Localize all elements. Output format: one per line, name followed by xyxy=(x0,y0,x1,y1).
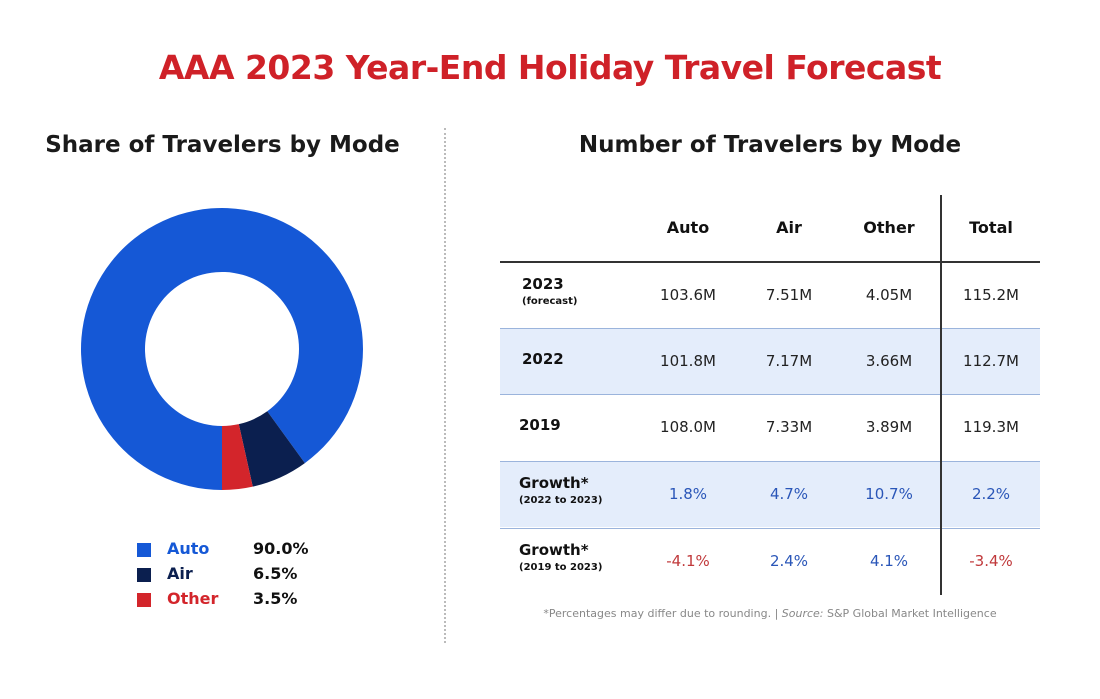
table-cell: 2.4% xyxy=(769,552,809,570)
row-sublabel: (forecast) xyxy=(522,296,578,307)
legend-label: Auto xyxy=(167,539,210,558)
table-cell: 103.6M xyxy=(660,286,716,304)
table-cell: 4.1% xyxy=(869,552,909,570)
row-label-text: 2023 xyxy=(522,275,564,293)
row-sublabel: (2019 to 2023) xyxy=(519,562,603,573)
table-cell: -3.4% xyxy=(969,552,1013,570)
legend-swatch xyxy=(137,568,151,582)
column-header-total: Total xyxy=(969,218,1013,237)
footnote-source: S&P Global Market Intelligence xyxy=(823,607,997,620)
table-cell: 2.2% xyxy=(971,485,1011,503)
row-label-text: Growth* xyxy=(519,541,589,559)
row-highlight xyxy=(500,461,1040,527)
row-label-text: 2019 xyxy=(519,416,561,434)
table-cell: -4.1% xyxy=(666,552,710,570)
total-column-rule xyxy=(940,195,942,595)
footnote: *Percentages may differ due to rounding.… xyxy=(500,607,1040,620)
table-cell: 108.0M xyxy=(660,418,716,436)
row-label: 2022 xyxy=(522,350,564,368)
table-cell: 115.2M xyxy=(963,286,1019,304)
column-header-auto: Auto xyxy=(666,218,710,237)
table-cell: 4.05M xyxy=(865,286,913,304)
table-title: Number of Travelers by Mode xyxy=(578,132,962,158)
table-cell: 3.89M xyxy=(865,418,913,436)
table-cell: 7.17M xyxy=(765,352,813,370)
row-label: 2023 (forecast) xyxy=(522,275,577,307)
footnote-text: *Percentages may differ due to rounding.… xyxy=(543,607,782,620)
table-cell: 7.33M xyxy=(765,418,813,436)
table-cell: 10.7% xyxy=(865,485,913,503)
table-cell: 7.51M xyxy=(765,286,813,304)
donut-slice-auto xyxy=(81,207,364,490)
footnote-source-label: Source: xyxy=(781,607,824,620)
legend-value: 3.5% xyxy=(253,589,298,608)
row-label: 2019 xyxy=(519,416,561,434)
donut-title: Share of Travelers by Mode xyxy=(45,132,400,158)
divider xyxy=(444,128,446,643)
donut-slice-air xyxy=(238,411,305,487)
row-highlight xyxy=(500,328,1040,394)
column-header-other: Other xyxy=(863,218,915,237)
legend-value: 90.0% xyxy=(253,539,309,558)
header-rule xyxy=(500,261,1040,263)
row-label-text: Growth* xyxy=(519,474,589,492)
row-sublabel: (2022 to 2023) xyxy=(519,495,603,506)
row-label: Growth* (2019 to 2023) xyxy=(519,541,602,573)
row-divider xyxy=(500,528,1040,529)
legend-label: Other xyxy=(167,589,219,608)
table-cell: 101.8M xyxy=(660,352,716,370)
donut-chart xyxy=(81,207,364,490)
table-cell: 4.7% xyxy=(769,485,809,503)
table-cell: 112.7M xyxy=(963,352,1019,370)
row-label-text: 2022 xyxy=(522,350,564,368)
table-cell: 1.8% xyxy=(668,485,708,503)
table-cell: 119.3M xyxy=(963,418,1019,436)
legend-label: Air xyxy=(167,564,193,583)
legend-swatch xyxy=(137,593,151,607)
row-label: Growth* (2022 to 2023) xyxy=(519,474,602,506)
row-divider xyxy=(500,461,1040,462)
table-cell: 3.66M xyxy=(865,352,913,370)
column-header-air: Air xyxy=(776,218,802,237)
page-title: AAA 2023 Year-End Holiday Travel Forecas… xyxy=(158,48,942,87)
row-divider xyxy=(500,394,1040,395)
legend-value: 6.5% xyxy=(253,564,298,583)
donut-slice-other xyxy=(222,424,253,490)
legend-swatch xyxy=(137,543,151,557)
row-divider xyxy=(500,328,1040,329)
